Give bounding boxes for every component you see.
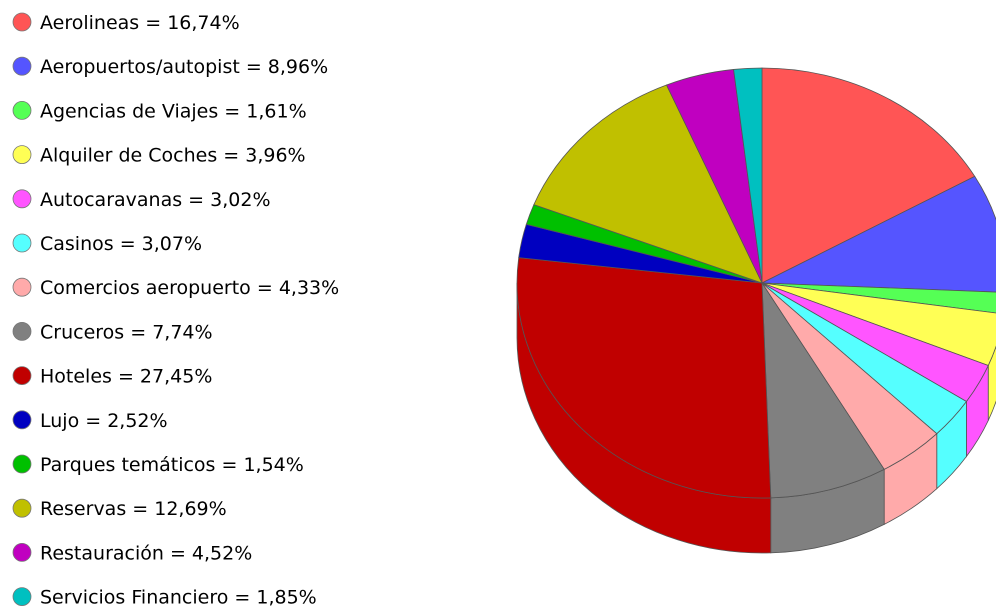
legend-label: Agencias de Viajes = 1,61% [40, 100, 307, 122]
legend-label: Cruceros = 7,74% [40, 321, 213, 343]
legend-label: Hoteles = 27,45% [40, 365, 212, 387]
legend-label: Aeropuertos/autopist = 8,96% [40, 56, 328, 78]
legend-value: 4,33% [279, 277, 339, 299]
legend-separator: = [112, 365, 140, 387]
legend-marker [12, 498, 32, 518]
pie-slice [761, 282, 996, 314]
pie-slice [761, 281, 885, 499]
legend-name: Reservas [40, 498, 126, 520]
legend-name: Comercios aeropuerto [40, 277, 251, 299]
legend-label: Casinos = 3,07% [40, 233, 202, 255]
legend-name: Aeropuertos/autopist [40, 56, 240, 78]
legend-value: 1,61% [246, 100, 306, 122]
legend-label: Lujo = 2,52% [40, 409, 168, 431]
legend-separator: = [124, 321, 152, 343]
legend-name: Parques temáticos [40, 454, 215, 476]
legend-marker [12, 454, 32, 474]
legend-marker [12, 321, 32, 341]
legend-value: 3,02% [210, 188, 270, 210]
legend-label: Aerolineas = 16,74% [40, 12, 240, 34]
legend: Aerolineas = 16,74% Aeropuertos/autopist … [12, 12, 339, 608]
legend-value: 8,96% [268, 56, 328, 78]
legend-marker [12, 410, 32, 430]
legend-value: 1,85% [256, 586, 316, 608]
pie-slice [516, 257, 772, 499]
legend-value: 3,07% [142, 233, 202, 255]
pie-slice [733, 67, 763, 284]
legend-marker [12, 233, 32, 253]
legend-label: Servicios Financiero = 1,85% [40, 586, 317, 608]
legend-marker [12, 366, 32, 386]
legend-value: 4,52% [192, 542, 252, 564]
legend-separator: = [251, 277, 279, 299]
legend-marker [12, 543, 32, 562]
legend-marker [12, 587, 32, 606]
pie-slice [761, 175, 996, 293]
legend-name: Alquiler de Coches [40, 144, 217, 166]
legend-name: Servicios Financiero [40, 586, 228, 608]
legend-value: 7,74% [152, 321, 212, 343]
legend-name: Hoteles [40, 365, 112, 387]
legend-name: Agencias de Viajes [40, 100, 218, 122]
legend-value: 3,96% [245, 144, 305, 166]
legend-separator: = [114, 233, 142, 255]
legend-value: 16,74% [167, 12, 239, 34]
legend-label: Reservas = 12,69% [40, 498, 227, 520]
legend-label: Alquiler de Coches = 3,96% [40, 144, 306, 166]
legend-label: Restauración = 4,52% [40, 542, 252, 564]
legend-marker [12, 189, 32, 209]
legend-marker [12, 277, 32, 297]
legend-label: Comercios aeropuerto = 4,33% [40, 277, 339, 299]
legend-name: Restauración [40, 542, 164, 564]
legend-separator: = [164, 542, 192, 564]
legend-separator: = [228, 586, 256, 608]
legend-separator: = [182, 188, 210, 210]
legend-separator: = [79, 409, 107, 431]
legend-label: Parques temáticos = 1,54% [40, 454, 304, 476]
legend-name: Aerolineas [40, 12, 139, 34]
legend-value: 27,45% [140, 365, 212, 387]
legend-marker [12, 56, 32, 76]
legend-separator: = [217, 144, 245, 166]
pie-slice [533, 84, 763, 284]
legend-separator: = [139, 12, 167, 34]
legend-name: Autocaravanas [40, 188, 182, 210]
legend-separator: = [218, 100, 246, 122]
legend-name: Casinos [40, 233, 114, 255]
legend-separator: = [215, 454, 243, 476]
legend-value: 2,52% [107, 409, 167, 431]
legend-value: 12,69% [154, 498, 226, 520]
legend-marker [12, 12, 32, 32]
pie-slice [761, 67, 976, 284]
legend-separator: = [240, 56, 268, 78]
legend-marker [12, 101, 32, 120]
legend-name: Lujo [40, 409, 79, 431]
legend-value: 1,54% [243, 454, 303, 476]
legend-label: Autocaravanas = 3,02% [40, 188, 271, 210]
legend-name: Cruceros [40, 321, 124, 343]
legend-marker [12, 145, 32, 165]
legend-separator: = [126, 498, 154, 520]
